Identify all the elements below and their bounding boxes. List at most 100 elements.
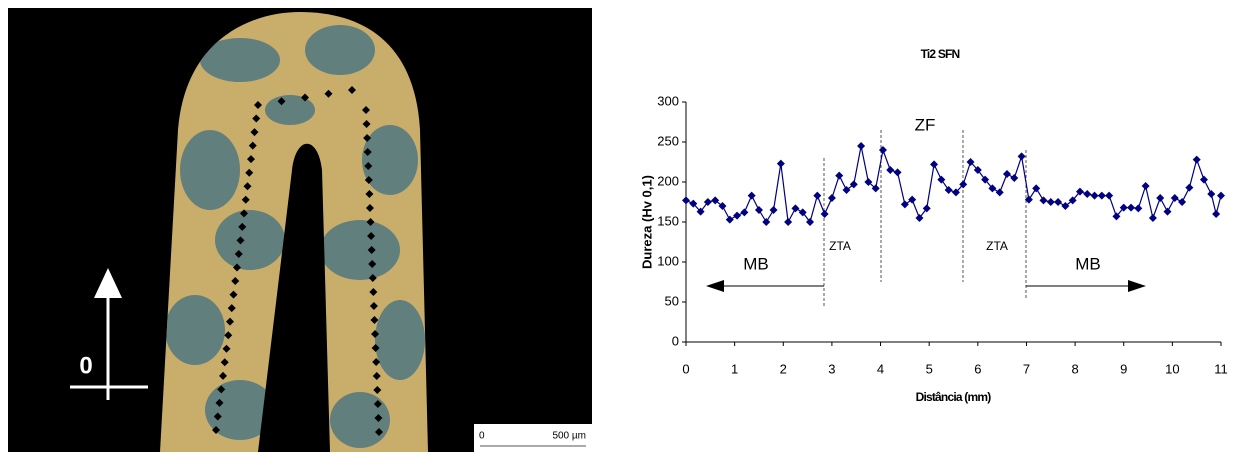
data-point <box>864 178 873 186</box>
indent-dot <box>248 141 257 150</box>
indent-dot <box>364 162 373 170</box>
data-point <box>740 208 749 217</box>
indent-dot <box>254 101 262 109</box>
data-point <box>696 207 705 216</box>
indent-dot <box>369 288 378 296</box>
data-point <box>1127 203 1136 212</box>
indent-dot <box>301 93 309 102</box>
data-point <box>1119 203 1128 212</box>
data-point <box>682 196 690 205</box>
data-point <box>835 171 844 180</box>
x-tick-label: 5 <box>926 361 933 376</box>
series-line <box>685 145 1222 224</box>
indent-dot <box>236 236 245 245</box>
data-point <box>1075 187 1084 196</box>
data-point <box>1192 155 1201 164</box>
phase-patches <box>165 25 425 448</box>
indent-dot <box>217 385 226 394</box>
x-tick-label: 4 <box>877 361 884 376</box>
data-point <box>1003 170 1011 178</box>
data-point <box>769 206 778 214</box>
data-point <box>747 191 756 200</box>
indent-dot <box>233 263 241 272</box>
indent-dot <box>219 371 227 380</box>
data-point <box>806 218 815 226</box>
y-tick-label: 250 <box>657 133 679 148</box>
data-point <box>827 194 836 202</box>
indent-dot <box>226 317 234 326</box>
indent-dot <box>375 428 383 436</box>
data-point <box>791 204 800 213</box>
data-point <box>1039 196 1048 205</box>
x-tick-label: 0 <box>682 361 689 376</box>
data-point <box>798 208 807 217</box>
x-tick-label: 6 <box>974 361 981 376</box>
indent-dot <box>238 222 247 231</box>
y-tick-label: 0 <box>672 333 679 348</box>
indent-dot <box>231 277 240 286</box>
annotation: ZTA <box>986 239 1008 253</box>
data-point <box>1217 191 1225 200</box>
indent-dot <box>229 290 238 299</box>
chart: Ti2 SFN Distância (mm) Dureza (Hv 0,1) 0… <box>639 47 1227 404</box>
data-point <box>973 166 982 174</box>
data-point <box>1112 212 1121 221</box>
indent-dot <box>364 176 373 184</box>
indent-dot <box>374 414 383 422</box>
indent-dot <box>224 331 233 340</box>
y-tick-label: 200 <box>657 173 679 188</box>
data-point <box>813 191 822 200</box>
micrograph: 0 0 500 µm <box>8 8 592 452</box>
annotation: MB <box>743 254 769 273</box>
indent-dot <box>369 302 378 310</box>
indent-dot <box>371 330 380 338</box>
indentation-marks <box>212 86 383 436</box>
data-point <box>1105 191 1114 200</box>
data-point <box>1046 198 1055 206</box>
data-point <box>981 175 990 184</box>
data-point <box>922 204 931 213</box>
data-point <box>951 188 960 197</box>
arrow-head <box>94 268 122 298</box>
indent-dot <box>372 358 381 366</box>
indent-dot <box>212 426 220 434</box>
indent-dot <box>227 304 236 313</box>
data-point <box>915 214 924 222</box>
data-point <box>842 186 851 194</box>
x-tick-label: 1 <box>731 361 738 376</box>
y-tick-label: 300 <box>657 93 679 108</box>
slot <box>258 143 330 452</box>
annotation: ZTA <box>829 239 851 253</box>
data-point <box>930 160 939 169</box>
indent-dot <box>250 128 259 137</box>
data-point <box>1134 204 1143 213</box>
data-point <box>820 210 829 218</box>
data-point <box>703 198 712 206</box>
y-tick-label: 100 <box>657 253 679 268</box>
indent-dot <box>372 372 381 380</box>
data-point <box>1156 194 1165 202</box>
indent-dot <box>245 168 254 177</box>
indent-dot <box>277 97 286 106</box>
data-point <box>689 199 698 208</box>
x-tick-label: 8 <box>1071 361 1078 376</box>
data-point <box>762 218 771 226</box>
indent-dot <box>220 358 229 367</box>
indent-dot <box>368 274 377 282</box>
x-tick-label: 9 <box>1120 361 1127 376</box>
data-point <box>1090 191 1099 200</box>
y-axis-label: Dureza (Hv 0,1) <box>639 175 654 269</box>
indent-dot <box>324 89 333 98</box>
data-point <box>1141 182 1150 190</box>
data-point <box>886 166 895 174</box>
annotation: MB <box>1075 254 1101 273</box>
indent-dot <box>371 344 380 352</box>
data-point <box>725 215 734 224</box>
indent-dot <box>362 106 370 114</box>
data-point <box>733 211 742 220</box>
data-point <box>776 159 785 168</box>
data-point <box>966 158 975 166</box>
data-point <box>900 200 909 209</box>
data-point <box>711 196 720 205</box>
data-point <box>1032 184 1041 193</box>
